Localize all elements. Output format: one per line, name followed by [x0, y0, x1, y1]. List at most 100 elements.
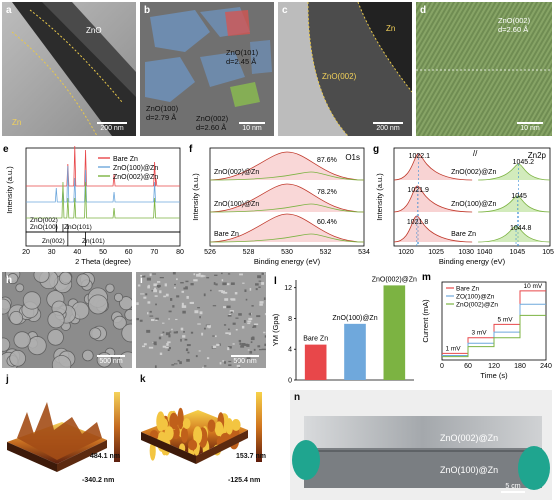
sem-speck — [150, 319, 155, 322]
zn2p-series-label-2: Bare Zn — [451, 231, 476, 238]
sem-speck — [258, 286, 261, 288]
sem-speck — [257, 275, 262, 279]
sem-speck — [160, 334, 163, 336]
zn2p-fill-a-0 — [394, 154, 473, 180]
sem-speck — [195, 355, 198, 358]
zn-label: Zn — [12, 118, 22, 127]
sem-speck — [159, 352, 163, 356]
sem-speck — [201, 332, 204, 336]
ylabel-g: Intensity (a.u.) — [375, 173, 384, 221]
o1s-percent-2: 60.4% — [317, 219, 337, 226]
xlabel-g: Binding energy (eV) — [439, 257, 506, 266]
afm-surface-j — [7, 392, 120, 472]
zn2p-fill-b-1 — [478, 196, 550, 212]
sem-speck — [209, 289, 212, 292]
o1s-percent-1: 78.2% — [317, 189, 337, 196]
sem-speck — [250, 341, 253, 344]
sem-speck — [153, 341, 157, 345]
ytick-label-l-2: 8 — [288, 316, 292, 323]
legend-label-e-0: Bare Zn — [113, 156, 138, 163]
sem-speck — [229, 310, 234, 313]
youngs-modulus-chart-l: l 0 4 8 12 Bare Zn ZnO(100)@Zn ZnO(002)@Zn YM (G… — [271, 276, 417, 385]
afm-bump — [231, 418, 241, 431]
o1s-fill-2 — [210, 214, 364, 242]
sem-speck — [227, 347, 230, 351]
sem-speck — [241, 325, 245, 329]
o1s-fill-0 — [210, 152, 364, 180]
sem-speck — [185, 286, 188, 288]
scale-bar-d: 10 nm — [514, 122, 546, 132]
scale-bar-n: 5 cm — [498, 483, 528, 494]
o1s-subpeak-1 — [209, 203, 365, 213]
sem-speck — [198, 350, 201, 352]
sem-speck — [223, 324, 227, 326]
tick-label-g-4: 1045 — [510, 249, 526, 256]
o1s-series-label-0: ZnO(002)@Zn — [214, 169, 259, 176]
sem-speck — [140, 275, 146, 278]
sem-speck — [239, 342, 242, 345]
sem-speck — [200, 274, 204, 278]
tem-image-a — [2, 2, 136, 136]
sem-speck — [145, 293, 148, 296]
sem-speck — [227, 273, 231, 275]
sem-speck — [241, 342, 246, 346]
sem-speck — [146, 329, 151, 333]
sem-speck — [181, 290, 185, 293]
panel-label-a: a — [6, 5, 12, 16]
sem-speck — [173, 331, 177, 334]
o1s-xps-chart-f: f O1s 87.6% ZnO(002)@Zn 78.2% ZnO(100)@Zn 60.4… — [189, 144, 370, 266]
zn-ref-label-0: Zn(002) — [42, 238, 65, 245]
sem-speck — [167, 349, 170, 352]
ref-label-0: ZnO(002) — [30, 217, 58, 224]
zn2p-peak-a-1: 1021.9 — [407, 187, 429, 194]
zn-ref-label-1: Zn(101) — [82, 238, 105, 245]
sem-speck — [264, 343, 266, 347]
sem-grain — [51, 355, 72, 368]
sem-speck — [243, 320, 246, 323]
afm-bump — [207, 419, 216, 432]
sem-grain — [27, 336, 47, 356]
sem-speck — [176, 331, 178, 334]
afm-max-k: 153.7 nm — [236, 453, 266, 460]
sem-speck — [214, 335, 217, 338]
sem-speck — [261, 282, 265, 285]
sem-speck — [197, 307, 200, 309]
axis-break-g: // — [473, 149, 478, 158]
zn2p-series-label-1: ZnO(100)@Zn — [451, 201, 496, 208]
sem-speck — [249, 288, 252, 291]
sem-speck — [255, 288, 258, 291]
scale-bar-a: 200 nm — [94, 122, 130, 132]
sem-grain — [113, 292, 124, 302]
zn2p-fill-b-0 — [478, 164, 550, 180]
panel-label-c: c — [282, 5, 288, 16]
tick-label-f-3: 532 — [320, 249, 332, 256]
sem-speck — [165, 346, 169, 349]
panel-b-hrtem: b ZnO(101) d=2.45 Å ZnO(100) d=2.79 Å ZnO(… — [140, 2, 274, 136]
sem-speck — [186, 344, 191, 347]
sem-speck — [238, 367, 241, 368]
sem-speck — [240, 345, 245, 348]
sem-speck — [224, 298, 229, 301]
tick-label-f-0: 526 — [204, 249, 216, 256]
sem-speck — [176, 295, 180, 298]
sem-speck — [172, 305, 175, 308]
tem-image-c — [278, 2, 412, 136]
bar-label-1: ZnO(100)@Zn — [332, 315, 377, 322]
sem-speck — [173, 286, 176, 289]
o1s-curve-0 — [209, 151, 365, 181]
sem-speck — [166, 343, 169, 346]
sem-speck — [197, 323, 201, 325]
sem-speck — [244, 343, 249, 346]
sem-speck — [168, 347, 171, 350]
sem-speck — [165, 332, 171, 336]
sem-speck — [222, 282, 227, 286]
sem-grain — [47, 329, 64, 346]
sem-speck — [168, 310, 172, 313]
plot-frame — [209, 147, 365, 247]
sem-speck — [143, 343, 147, 346]
sem-grain — [9, 349, 27, 367]
afm-bump — [180, 427, 189, 443]
legend-label-e-1: ZnO(100)@Zn — [113, 165, 158, 172]
sem-speck — [239, 273, 243, 276]
sem-speck — [228, 346, 232, 349]
